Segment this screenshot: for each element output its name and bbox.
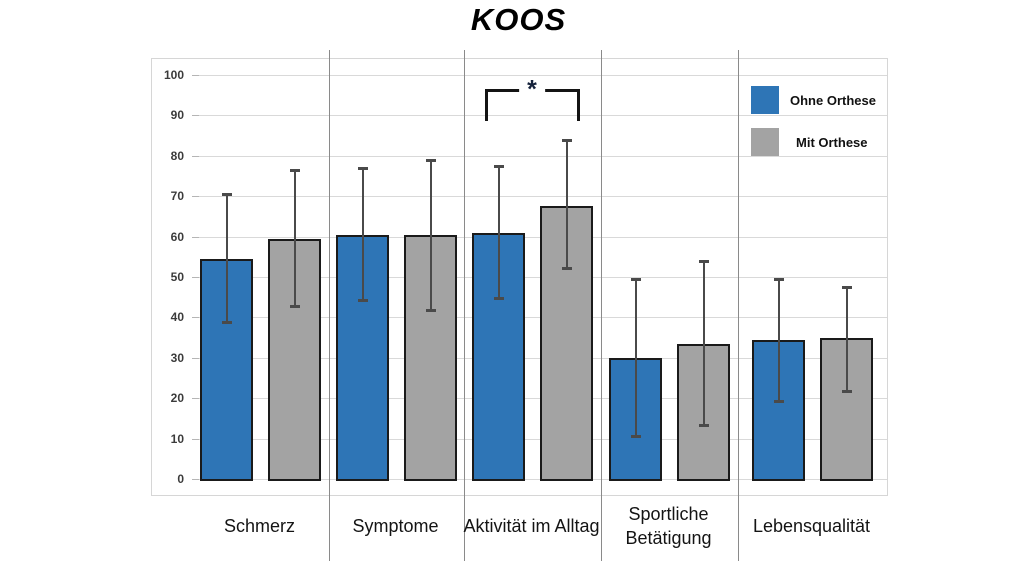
error-bar	[225, 194, 228, 324]
legend-item-ohne-orthese: Ohne Orthese	[751, 86, 876, 114]
error-bar-cap-top	[773, 278, 784, 282]
y-axis-tick	[192, 438, 199, 440]
category-separator	[601, 50, 602, 561]
y-axis-tick-label: 0	[177, 472, 184, 486]
gridline	[192, 479, 887, 480]
error-bar-cap-top	[425, 158, 436, 162]
error-bar-cap-top	[221, 193, 232, 197]
y-axis-tick-label: 30	[170, 350, 184, 365]
bar-ohne-orthese	[752, 339, 805, 481]
error-bar	[361, 167, 364, 302]
error-bar	[634, 279, 637, 437]
y-axis-tick-label: 20	[170, 391, 184, 406]
legend-item-mit-orthese: Mit Orthese	[751, 128, 868, 156]
error-bar-cap-bottom	[841, 390, 852, 394]
y-axis-tick-label: 50	[170, 270, 184, 284]
y-axis-tick	[192, 236, 199, 238]
error-bar-cap-bottom	[773, 400, 784, 404]
plot-frame: Ohne Orthese Mit Orthese 0 10 20 30 40 50 60 70…	[151, 50, 888, 561]
y-axis-tick-label: 40	[170, 310, 184, 325]
error-bar	[497, 165, 500, 300]
gridline	[192, 115, 887, 117]
category-separator	[329, 50, 330, 561]
category-label: Lebensqualität	[752, 515, 871, 536]
y-axis-tick-label: 60	[170, 229, 184, 244]
y-axis-tick	[192, 75, 199, 76]
gridline	[192, 236, 887, 238]
error-bar-cap-bottom	[493, 297, 504, 301]
error-bar-cap-bottom	[561, 266, 572, 270]
error-bar-cap-bottom	[289, 305, 300, 309]
error-bar-cap-top	[357, 166, 368, 170]
category-label: Sportliche Betätigung	[625, 503, 712, 548]
y-axis-tick-label: 10	[170, 431, 184, 446]
y-axis-tick-label: 70	[170, 189, 184, 204]
gridline	[192, 75, 887, 76]
gridline	[192, 196, 887, 198]
significance-bracket: *	[484, 77, 580, 121]
category-label: Schmerz	[223, 515, 295, 536]
legend-swatch-blue-icon	[751, 86, 779, 114]
error-bar-cap-bottom	[221, 321, 232, 325]
gridline	[192, 438, 887, 440]
error-bar-cap-top	[698, 259, 709, 263]
legend-swatch-gray-icon	[751, 128, 779, 156]
error-bar-cap-bottom	[357, 299, 368, 303]
error-bar-cap-bottom	[698, 424, 709, 428]
category-label: Aktivität im Alltag	[463, 515, 600, 536]
error-bar-cap-bottom	[425, 309, 436, 313]
y-axis-tick	[192, 155, 199, 157]
y-axis-tick-label: 100	[163, 68, 184, 82]
y-axis-tick	[192, 196, 199, 198]
gridline	[192, 398, 887, 400]
error-bar-cap-top	[841, 286, 852, 290]
category-separator	[738, 50, 739, 561]
error-bar-cap-top	[289, 168, 300, 172]
y-axis-tick	[192, 115, 199, 117]
y-axis-tick	[192, 277, 199, 278]
y-axis-tick	[192, 479, 199, 480]
y-axis-tick	[192, 357, 199, 359]
y-axis-tick-label: 80	[170, 148, 184, 163]
error-bar	[565, 139, 568, 269]
y-axis-tick	[192, 398, 199, 400]
error-bar	[845, 287, 848, 393]
error-bar-cap-top	[493, 164, 504, 168]
category-separator	[464, 50, 465, 561]
category-label: Symptome	[352, 515, 439, 536]
gridline	[192, 155, 887, 157]
error-bar-cap-top	[630, 278, 641, 282]
error-bar	[702, 260, 705, 427]
error-bar	[429, 159, 432, 312]
legend-label: Ohne Orthese	[790, 92, 876, 108]
gridline	[192, 357, 887, 359]
legend: Ohne Orthese Mit Orthese	[738, 59, 886, 193]
chart-title: KOOS	[470, 2, 567, 37]
error-bar-cap-top	[561, 138, 572, 142]
gridline	[192, 277, 887, 278]
y-axis-tick-label: 90	[170, 108, 184, 123]
gridline	[192, 317, 887, 319]
error-bar	[293, 169, 296, 308]
error-bar	[777, 279, 780, 403]
error-bar-cap-bottom	[630, 434, 641, 438]
legend-label: Mit Orthese	[796, 134, 868, 150]
y-axis-tick	[192, 317, 199, 319]
significance-asterisk: *	[519, 77, 545, 103]
